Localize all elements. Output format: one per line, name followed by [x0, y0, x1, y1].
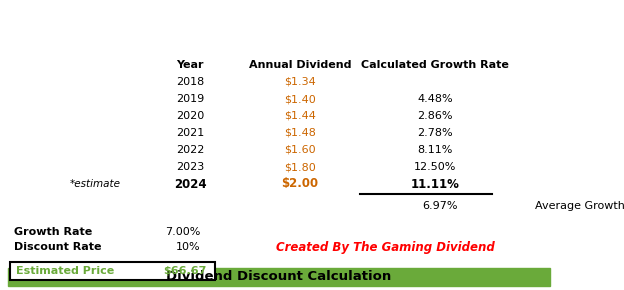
- Text: Average Growth: Average Growth: [535, 201, 624, 211]
- Text: $1.48: $1.48: [284, 128, 316, 138]
- Text: Annual Dividend: Annual Dividend: [249, 60, 351, 70]
- Text: 2.78%: 2.78%: [417, 128, 453, 138]
- Text: 11.11%: 11.11%: [411, 177, 459, 191]
- Text: 2024: 2024: [173, 177, 207, 191]
- Text: Estimated Price: Estimated Price: [16, 266, 114, 276]
- Text: 12.50%: 12.50%: [414, 162, 456, 172]
- Text: Discount Rate: Discount Rate: [14, 242, 102, 252]
- Text: 2021: 2021: [176, 128, 204, 138]
- Text: 2.86%: 2.86%: [417, 111, 453, 121]
- Text: Created By The Gaming Dividend: Created By The Gaming Dividend: [276, 240, 494, 253]
- Text: 2023: 2023: [176, 162, 204, 172]
- Text: $1.34: $1.34: [284, 77, 316, 87]
- Text: Year: Year: [176, 60, 204, 70]
- Text: Growth Rate: Growth Rate: [14, 227, 92, 237]
- Text: 6.97%: 6.97%: [422, 201, 458, 211]
- Text: 7.00%: 7.00%: [165, 227, 200, 237]
- Text: *estimate: *estimate: [69, 179, 120, 189]
- Text: $1.40: $1.40: [284, 94, 316, 104]
- Text: Calculated Growth Rate: Calculated Growth Rate: [361, 60, 509, 70]
- Text: 2022: 2022: [176, 145, 204, 155]
- Text: $2.00: $2.00: [281, 177, 319, 191]
- Text: $66.67: $66.67: [163, 266, 207, 276]
- Text: 2019: 2019: [176, 94, 204, 104]
- Text: $1.80: $1.80: [284, 162, 316, 172]
- Text: $1.44: $1.44: [284, 111, 316, 121]
- Text: $1.60: $1.60: [284, 145, 316, 155]
- Text: 10%: 10%: [175, 242, 200, 252]
- Text: Dividend Discount Calculation: Dividend Discount Calculation: [167, 271, 392, 284]
- Text: 2020: 2020: [176, 111, 204, 121]
- Text: 4.48%: 4.48%: [417, 94, 453, 104]
- Text: 8.11%: 8.11%: [417, 145, 452, 155]
- Text: 2018: 2018: [176, 77, 204, 87]
